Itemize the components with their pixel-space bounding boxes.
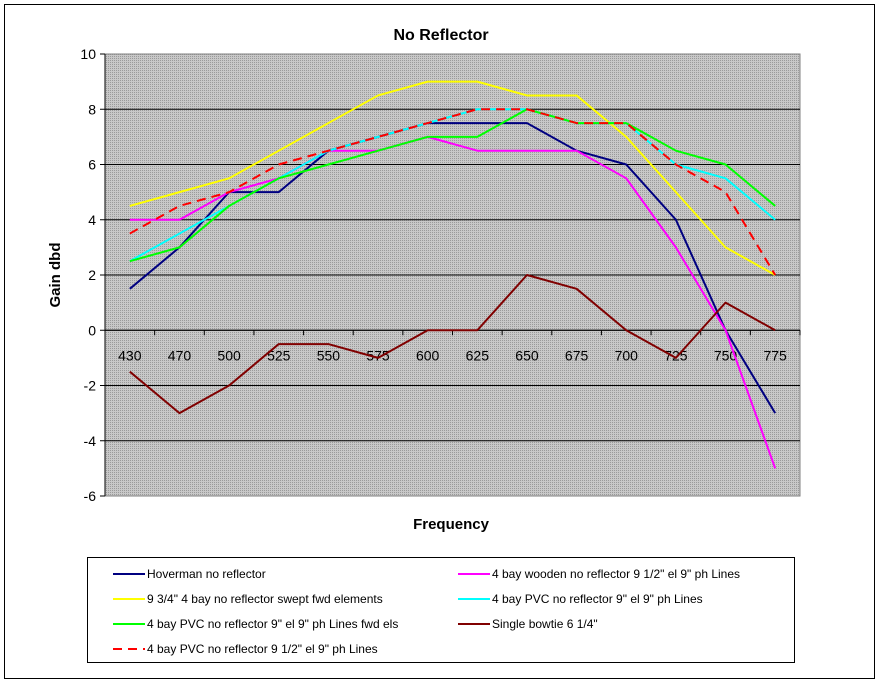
y-tick-label: 10	[80, 46, 96, 62]
legend-item: 9 3/4" 4 bay no reflector swept fwd elem…	[113, 591, 383, 607]
legend-swatch	[458, 573, 490, 575]
x-tick-label: 600	[416, 347, 440, 363]
y-tick-label: 4	[88, 212, 96, 228]
legend-item: 4 bay wooden no reflector 9 1/2" el 9" p…	[458, 566, 740, 582]
x-tick-label: 575	[366, 347, 390, 363]
chart-title: No Reflector	[393, 27, 488, 44]
x-tick-label: 550	[317, 347, 341, 363]
legend-label: 9 3/4" 4 bay no reflector swept fwd elem…	[147, 592, 383, 606]
x-tick-label: 650	[515, 347, 539, 363]
y-tick-label: 0	[88, 322, 96, 338]
x-tick-label: 525	[267, 347, 291, 363]
legend-swatch	[458, 598, 490, 600]
y-tick-label: 6	[88, 157, 96, 173]
x-tick-label: 500	[217, 347, 241, 363]
x-tick-label: 750	[714, 347, 738, 363]
legend-label: 4 bay PVC no reflector 9 1/2" el 9" ph L…	[147, 642, 378, 656]
legend-swatch	[113, 648, 145, 650]
legend-item: 4 bay PVC no reflector 9 1/2" el 9" ph L…	[113, 641, 378, 657]
legend-label: Single bowtie 6 1/4"	[492, 617, 598, 631]
y-tick-label: -6	[84, 488, 97, 504]
legend-swatch	[113, 598, 145, 600]
x-tick-label: 625	[466, 347, 490, 363]
y-tick-label: -4	[84, 433, 97, 449]
series-line-3	[129, 80, 776, 276]
legend-label: 4 bay wooden no reflector 9 1/2" el 9" p…	[492, 567, 741, 581]
series-line-2	[129, 135, 777, 469]
x-tick-label: 775	[763, 347, 787, 363]
legend: Hoverman no reflector 4 bay wooden no ref…	[87, 557, 795, 663]
x-tick-label: 430	[118, 347, 142, 363]
chart-frame	[4, 4, 875, 679]
legend-item: 4 bay PVC no reflector 9" el 9" ph Lines…	[113, 616, 398, 632]
legend-swatch	[113, 573, 145, 575]
legend-swatch	[113, 623, 145, 625]
legend-label: 4 bay PVC no reflector 9" el 9" ph Lines	[492, 592, 703, 606]
series-line-5	[129, 108, 776, 263]
legend-label: 4 bay PVC no reflector 9" el 9" ph Lines…	[147, 617, 399, 631]
series-lines	[129, 80, 777, 469]
series-line-6	[129, 274, 776, 415]
series-line-7	[129, 108, 777, 276]
y-tick-label: 8	[88, 101, 96, 117]
legend-item: 4 bay PVC no reflector 9" el 9" ph Lines	[458, 591, 703, 607]
legend-swatch	[458, 623, 490, 625]
legend-item: Hoverman no reflector	[113, 566, 266, 582]
y-axis: -6 -4 -2 0 2 4 6 8 10	[80, 46, 106, 504]
legend-item: Single bowtie 6 1/4"	[458, 616, 598, 632]
x-axis-title: Frequency	[413, 516, 490, 533]
y-tick-label: -2	[84, 378, 97, 394]
x-axis: 430 470 500 525 550 575 600 625 650 675 700 725 750 7…	[104, 329, 801, 363]
y-axis-title: Gain dbd	[47, 243, 64, 308]
legend-label: Hoverman no reflector	[147, 567, 266, 581]
y-tick-label: 2	[88, 267, 96, 283]
x-tick-label: 470	[168, 347, 192, 363]
x-tick-label: 675	[565, 347, 589, 363]
series-line-1	[129, 122, 777, 414]
x-tick-label: 700	[615, 347, 639, 363]
